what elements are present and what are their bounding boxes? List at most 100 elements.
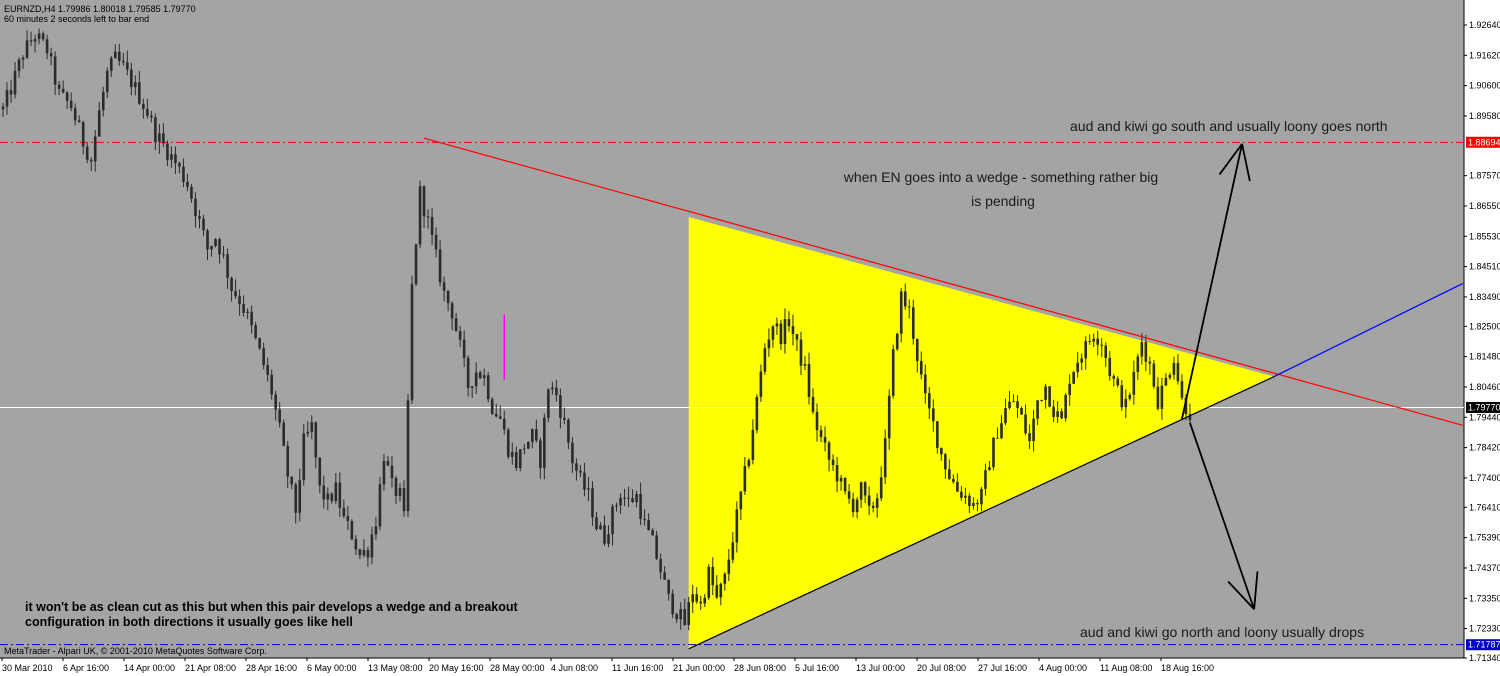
- candle-body: [911, 307, 915, 339]
- candle-body: [422, 186, 426, 217]
- candle-body: [984, 470, 987, 489]
- candle-body: [142, 103, 145, 110]
- candle-body: [398, 488, 402, 497]
- candle-body: [81, 122, 85, 147]
- candle-body: [21, 57, 25, 60]
- annotation-south: aud and kiwi go south and usually loony …: [1070, 118, 1388, 134]
- candle-body: [206, 230, 209, 250]
- support-extension-trendline[interactable]: [1273, 283, 1463, 378]
- price-tag-label: 1.88694: [1468, 137, 1500, 147]
- arrow-head: [1227, 580, 1255, 610]
- candle-body: [418, 186, 422, 245]
- candle-body: [490, 399, 494, 414]
- price-tag-box: [1466, 401, 1500, 413]
- candle-body: [587, 488, 590, 490]
- candle-body: [871, 505, 875, 508]
- candle-body: [246, 311, 249, 313]
- y-tick-label: 1.78420: [1469, 443, 1500, 453]
- candle-body: [767, 339, 771, 349]
- candle-body: [402, 488, 406, 512]
- candle-body: [779, 323, 783, 345]
- candle-body: [799, 339, 803, 366]
- candle-body: [406, 400, 410, 512]
- candle-body: [1184, 397, 1188, 415]
- candle-body: [426, 216, 430, 218]
- candle-body: [559, 395, 562, 418]
- candle-body: [988, 467, 991, 471]
- candle-body: [555, 387, 558, 396]
- candle-body: [583, 472, 586, 490]
- candle-body: [567, 419, 570, 443]
- y-tick-label: 1.71340: [1469, 653, 1500, 663]
- candle-body: [57, 84, 61, 89]
- candle-body: [202, 218, 205, 231]
- candle-body: [1132, 371, 1136, 395]
- candle-body: [723, 573, 727, 584]
- candle-body: [482, 375, 486, 379]
- y-tick-label: 1.82500: [1469, 321, 1500, 331]
- candle-body: [1108, 357, 1112, 377]
- candle-body: [254, 325, 257, 338]
- candle-body: [466, 357, 470, 388]
- candle-body: [1144, 342, 1148, 362]
- candle-body: [807, 364, 811, 397]
- candle-body: [53, 56, 57, 85]
- candle-body: [350, 521, 354, 540]
- candle-body: [338, 482, 342, 508]
- candle-body: [575, 463, 578, 471]
- candle-body: [310, 422, 314, 432]
- candle-body: [903, 291, 907, 307]
- candle-body: [1036, 400, 1039, 419]
- candle-body: [687, 602, 691, 625]
- candle-body: [631, 498, 634, 502]
- candle-body: [968, 495, 971, 506]
- candle-body: [162, 133, 165, 144]
- candle-body: [290, 476, 294, 485]
- candle-body: [250, 311, 253, 326]
- candle-body: [928, 393, 931, 409]
- candle-body: [763, 348, 767, 372]
- copyright-footer: MetaTrader - Alpari UK, © 2001-2010 Meta…: [4, 646, 267, 656]
- candle-body: [410, 284, 414, 401]
- candle-body: [382, 460, 386, 485]
- candle-body: [226, 254, 229, 278]
- candle-body: [1024, 414, 1027, 434]
- candle-body: [430, 216, 434, 235]
- candle-body: [839, 477, 843, 482]
- candle-body: [795, 334, 799, 340]
- candle-body: [386, 460, 390, 466]
- candle-body: [683, 609, 686, 625]
- y-tick-label: 1.79440: [1469, 412, 1500, 422]
- candle-body: [514, 452, 518, 469]
- y-tick-label: 1.72330: [1469, 624, 1500, 634]
- candle-body: [727, 559, 731, 574]
- candle-body: [1100, 344, 1104, 346]
- arrow-head: [1253, 571, 1259, 610]
- candle-body: [214, 239, 217, 246]
- candle-body: [170, 154, 173, 160]
- x-tick-label: 13 May 08:00: [368, 663, 423, 673]
- candle-body: [370, 534, 374, 558]
- candle-body: [1140, 342, 1144, 357]
- candle-body: [450, 303, 454, 319]
- candle-body: [77, 120, 81, 123]
- candle-body: [294, 484, 298, 513]
- candle-body: [867, 495, 871, 506]
- x-tick-label: 28 Jun 08:00: [734, 663, 786, 673]
- candle-body: [703, 597, 707, 604]
- candle-body: [454, 318, 458, 332]
- candle-body: [651, 530, 654, 536]
- y-tick-label: 1.83490: [1469, 292, 1500, 302]
- x-tick-label: 27 Jul 16:00: [978, 663, 1027, 673]
- wedge-support-trendline[interactable]: [688, 376, 1275, 650]
- wedge-resistance-trendline[interactable]: [423, 137, 1463, 426]
- candle-body: [1000, 423, 1003, 439]
- candle-body: [1096, 338, 1100, 345]
- candle-body: [434, 234, 438, 250]
- candle-body: [591, 488, 594, 518]
- annotation-comment-line2: configuration in both directions it usua…: [25, 615, 353, 629]
- candle-body: [783, 319, 787, 345]
- candle-body: [146, 109, 149, 116]
- candle-body: [97, 110, 101, 137]
